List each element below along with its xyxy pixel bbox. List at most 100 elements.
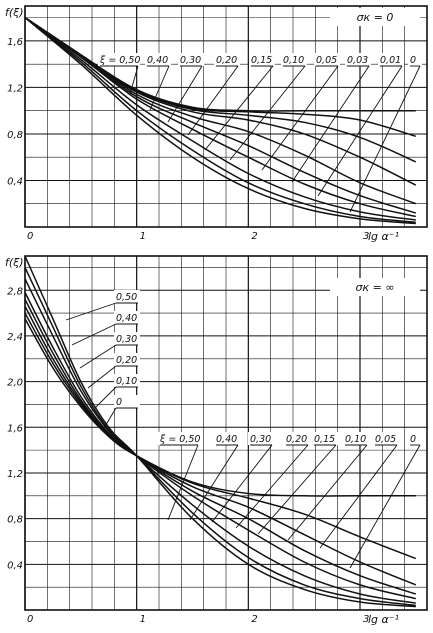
curve-label-leader (167, 444, 199, 521)
y-tick-label: 1,2 (7, 83, 23, 94)
series-line (24, 16, 417, 138)
upper-label-leader (103, 407, 117, 429)
curve-label-leader (261, 65, 339, 171)
curve-label-leader (235, 444, 309, 529)
upper-curve-label: 0,40 (116, 313, 137, 324)
x-tick-label: 2 (251, 614, 257, 625)
curve-label: ξ = 0,50 (159, 434, 200, 445)
curve-label-leader (149, 65, 170, 111)
panel-0 (24, 5, 428, 228)
curve-label-leader (349, 444, 421, 569)
curve-label-leader (349, 65, 421, 213)
series-line (24, 16, 416, 218)
curve-label: 0,10 (345, 434, 366, 445)
series-line (24, 16, 416, 112)
panel-1 (24, 255, 428, 611)
y-tick-label: 0,8 (7, 515, 23, 526)
curve-label: 0 (410, 434, 416, 445)
upper-label-leader (65, 302, 117, 321)
curve-label: ξ = 0,50 (99, 55, 140, 66)
curve-label-leader (319, 444, 398, 549)
curve-label-backdrop (214, 53, 240, 66)
curve-label-backdrop (378, 53, 404, 66)
y-tick-label: 2,0 (7, 378, 23, 389)
series-line (24, 318, 416, 497)
series-line (24, 292, 416, 600)
y-tick-label: 1,6 (7, 37, 23, 48)
upper-label-leader (79, 344, 117, 369)
curve-label-backdrop (248, 432, 274, 445)
x-axis-label: lg α⁻¹ (368, 613, 399, 626)
series-line (24, 305, 417, 586)
curve-label: 0,03 (347, 55, 368, 66)
upper-label-backdrop (114, 374, 140, 387)
y-tick-label: 1,2 (7, 469, 23, 480)
curve-label-backdrop (145, 53, 171, 66)
plot-frame (24, 5, 428, 228)
y-tick-label: 0,4 (7, 176, 23, 187)
y-tick-label: 1,6 (7, 423, 23, 434)
curve-label-leader (187, 65, 239, 136)
upper-curve-label: 0,50 (116, 292, 137, 303)
curve-label: 0,10 (283, 55, 304, 66)
x-tick-label: 3 (363, 231, 369, 242)
curve-label-leader (317, 65, 403, 197)
series-line (24, 17, 416, 224)
curve-label-backdrop (373, 432, 399, 445)
upper-label-backdrop (114, 290, 140, 303)
upper-label-leader (71, 323, 117, 346)
curve-label-backdrop (408, 53, 422, 66)
curve-label-backdrop (345, 53, 371, 66)
series-line (24, 16, 417, 214)
curve-label: 0,40 (216, 434, 237, 445)
upper-label-leader (94, 386, 117, 409)
curve-label: 0,15 (251, 55, 272, 66)
x-tick-label: 2 (251, 231, 257, 242)
curve-label-leader (189, 444, 239, 521)
annotation-text: σк = ∞ (356, 281, 395, 294)
series-line (24, 267, 416, 607)
curve-label-backdrop (408, 432, 422, 445)
curve-label-leader (204, 65, 274, 151)
series-line (24, 278, 416, 604)
curve-label-backdrop (312, 432, 338, 445)
upper-label-backdrop (114, 311, 140, 324)
curve-label-backdrop (214, 432, 240, 445)
curve-label: 0,20 (286, 434, 307, 445)
y-tick-label: 2,4 (7, 332, 23, 343)
x-tick-label: 3 (363, 614, 369, 625)
upper-label-backdrop (114, 353, 140, 366)
curve-label-backdrop (343, 432, 369, 445)
curve-label-leader (229, 65, 306, 161)
curve-label: 0,30 (180, 55, 201, 66)
curve-label-leader (291, 65, 370, 183)
x-tick-label: 0 (27, 614, 33, 625)
curve-label-backdrop (249, 53, 275, 66)
plot-frame (24, 255, 428, 611)
series-line (24, 255, 416, 608)
annotation-backdrop (330, 278, 420, 296)
upper-curve-label: 0,30 (116, 334, 137, 345)
curve-label-leader (211, 444, 273, 523)
upper-curve-label: 0 (116, 397, 122, 408)
curve-label-backdrop (314, 53, 340, 66)
upper-label-backdrop (114, 395, 140, 408)
x-tick-label: 1 (140, 614, 146, 625)
curve-label-leader (257, 444, 337, 535)
series-line (24, 299, 417, 595)
upper-label-leader (87, 365, 117, 389)
curve-label-backdrop (98, 53, 140, 66)
curve-label-backdrop (284, 432, 310, 445)
series-line (24, 16, 417, 186)
annotation-text: σк = 0 (357, 11, 394, 24)
curve-label-backdrop (158, 432, 200, 445)
curve-label: 0,30 (250, 434, 271, 445)
curve-label: 0,40 (147, 55, 168, 66)
x-axis-label: lg α⁻¹ (368, 230, 399, 243)
curve-label: 0,05 (316, 55, 337, 66)
curve-label-leader (287, 444, 368, 541)
y-axis-label: f(ξ) (5, 6, 24, 19)
upper-curve-label: 0,20 (116, 355, 137, 366)
